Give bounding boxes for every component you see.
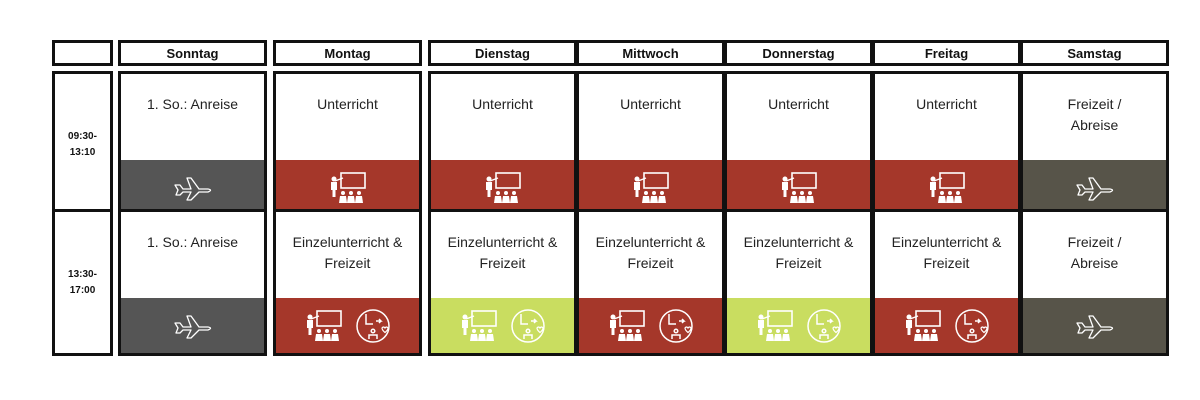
- activity-line: Freizeit: [479, 255, 526, 271]
- activity-line: 1. So.: Anreise: [146, 234, 239, 250]
- activity-line: Freizeit /: [1067, 96, 1122, 112]
- schedule-cell: Einzelunterricht & Freizeit: [872, 209, 1021, 356]
- time-slot-label: 09:30- 13:10: [52, 71, 113, 218]
- activity-line: Einzelunterricht &: [595, 234, 706, 250]
- activity-line: Freizeit: [627, 255, 674, 271]
- activity-band: [727, 298, 870, 353]
- activity-band: [121, 160, 264, 215]
- activity-label: 1. So.: Anreise: [121, 94, 264, 115]
- day-header: Mittwoch: [576, 40, 725, 66]
- time-range: 09:30- 13:10: [68, 129, 97, 161]
- schedule-cell: 1. So.: Anreise: [118, 209, 267, 356]
- day-header: Donnerstag: [724, 40, 873, 66]
- freetime-clock-icon: [510, 308, 546, 344]
- schedule-corner-cell: [52, 40, 113, 66]
- time-line: 17:00: [69, 284, 96, 296]
- activity-line: Freizeit /: [1067, 234, 1122, 250]
- activity-line: Einzelunterricht &: [292, 234, 403, 250]
- time-line: 13:10: [69, 146, 96, 158]
- classroom-icon: [632, 171, 670, 204]
- classroom-icon: [608, 309, 646, 342]
- schedule-cell: Unterricht: [576, 71, 725, 218]
- time-range: 13:30- 17:00: [68, 267, 97, 299]
- activity-line: Einzelunterricht &: [743, 234, 854, 250]
- activity-label: Einzelunterricht & Freizeit: [875, 232, 1018, 274]
- schedule-cell: Unterricht: [724, 71, 873, 218]
- activity-label: Freizeit / Abreise: [1023, 94, 1166, 136]
- activity-label: Unterricht: [875, 94, 1018, 115]
- activity-line: Einzelunterricht &: [447, 234, 558, 250]
- activity-line: Einzelunterricht &: [891, 234, 1002, 250]
- activity-line: Unterricht: [317, 96, 378, 112]
- schedule-cell: Unterricht: [872, 71, 1021, 218]
- activity-line: Unterricht: [620, 96, 681, 112]
- schedule-cell: Einzelunterricht & Freizeit: [576, 209, 725, 356]
- activity-band: [579, 298, 722, 353]
- classroom-icon: [329, 171, 367, 204]
- activity-line: Abreise: [1070, 117, 1119, 133]
- day-header: Dienstag: [428, 40, 577, 66]
- day-header: Sonntag: [118, 40, 267, 66]
- activity-band: [431, 160, 574, 215]
- activity-label: Freizeit / Abreise: [1023, 232, 1166, 274]
- freetime-clock-icon: [355, 308, 391, 344]
- activity-line: Freizeit: [324, 255, 371, 271]
- plane-icon: [171, 313, 215, 339]
- schedule-cell: Freizeit / Abreise: [1020, 71, 1169, 218]
- activity-line: 1. So.: Anreise: [146, 96, 239, 112]
- activity-label: Einzelunterricht & Freizeit: [727, 232, 870, 274]
- activity-label: Unterricht: [276, 94, 419, 115]
- activity-band: [875, 160, 1018, 215]
- schedule-cell: 1. So.: Anreise: [118, 71, 267, 218]
- day-header: Samstag: [1020, 40, 1169, 66]
- activity-band: [727, 160, 870, 215]
- plane-icon: [1073, 313, 1117, 339]
- activity-line: Freizeit: [775, 255, 822, 271]
- schedule-cell: Unterricht: [273, 71, 422, 218]
- activity-label: Einzelunterricht & Freizeit: [276, 232, 419, 274]
- classroom-icon: [460, 309, 498, 342]
- freetime-clock-icon: [658, 308, 694, 344]
- activity-band: [579, 160, 722, 215]
- plane-icon: [1073, 175, 1117, 201]
- activity-band: [276, 298, 419, 353]
- activity-band: [121, 298, 264, 353]
- activity-line: Unterricht: [472, 96, 533, 112]
- activity-line: Abreise: [1070, 255, 1119, 271]
- activity-band: [1023, 160, 1166, 215]
- activity-band: [875, 298, 1018, 353]
- schedule-cell: Einzelunterricht & Freizeit: [273, 209, 422, 356]
- classroom-icon: [780, 171, 818, 204]
- time-line: 09:30-: [68, 130, 97, 142]
- activity-label: Einzelunterricht & Freizeit: [579, 232, 722, 274]
- day-header: Freitag: [872, 40, 1021, 66]
- activity-band: [1023, 298, 1166, 353]
- activity-line: Freizeit: [923, 255, 970, 271]
- activity-band: [431, 298, 574, 353]
- activity-line: Unterricht: [768, 96, 829, 112]
- schedule-cell: Freizeit / Abreise: [1020, 209, 1169, 356]
- activity-label: Unterricht: [727, 94, 870, 115]
- classroom-icon: [928, 171, 966, 204]
- classroom-icon: [756, 309, 794, 342]
- classroom-icon: [305, 309, 343, 342]
- classroom-icon: [484, 171, 522, 204]
- activity-label: 1. So.: Anreise: [121, 232, 264, 253]
- activity-label: Unterricht: [431, 94, 574, 115]
- schedule-cell: Einzelunterricht & Freizeit: [428, 209, 577, 356]
- freetime-clock-icon: [954, 308, 990, 344]
- plane-icon: [171, 175, 215, 201]
- day-header: Montag: [273, 40, 422, 66]
- freetime-clock-icon: [806, 308, 842, 344]
- time-line: 13:30-: [68, 268, 97, 280]
- time-slot-label: 13:30- 17:00: [52, 209, 113, 356]
- classroom-icon: [904, 309, 942, 342]
- schedule-cell: Unterricht: [428, 71, 577, 218]
- activity-band: [276, 160, 419, 215]
- activity-label: Unterricht: [579, 94, 722, 115]
- activity-line: Unterricht: [916, 96, 977, 112]
- activity-label: Einzelunterricht & Freizeit: [431, 232, 574, 274]
- schedule-cell: Einzelunterricht & Freizeit: [724, 209, 873, 356]
